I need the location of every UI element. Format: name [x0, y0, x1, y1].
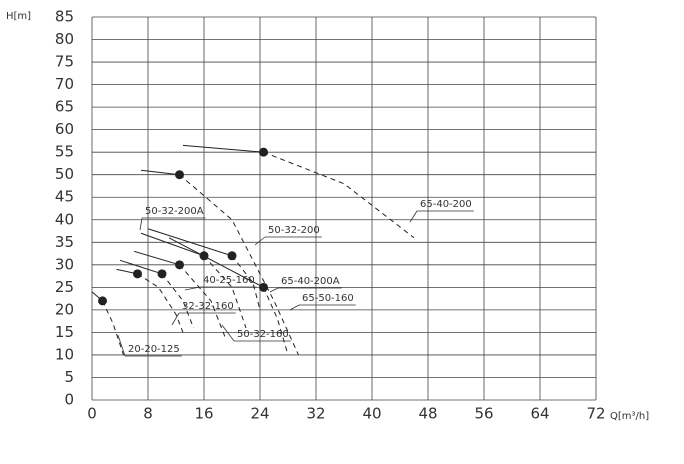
pump-curve	[182, 144, 264, 153]
curve-label: 20-20-125	[128, 344, 180, 355]
label-leader	[117, 334, 126, 357]
y-tick-label: 55	[55, 143, 74, 161]
y-tick-label: 70	[55, 75, 74, 93]
pump-curve	[102, 300, 124, 356]
pump-curve	[133, 250, 180, 266]
x-tick-label: 24	[250, 405, 269, 423]
label-leader	[184, 286, 201, 291]
y-tick-label: 15	[55, 323, 74, 341]
x-tick-label: 72	[586, 405, 605, 423]
pump-curve	[161, 273, 194, 329]
pump-curve	[263, 151, 415, 239]
curve-label: 32-32-160	[182, 301, 234, 312]
duty-point	[133, 269, 142, 279]
duty-point	[157, 269, 167, 279]
y-tick-label: 30	[55, 255, 74, 273]
curve-label: 65-40-200A	[281, 276, 340, 287]
duty-point	[175, 260, 184, 270]
duty-point	[98, 296, 107, 306]
pump-curve	[147, 228, 233, 257]
duty-point	[227, 251, 237, 261]
duty-point	[175, 170, 184, 180]
x-tick-label: 56	[474, 405, 493, 423]
duty-point	[259, 282, 268, 292]
y-tick-label: 65	[55, 98, 74, 116]
label-leader	[221, 324, 235, 342]
y-tick-label: 35	[55, 233, 74, 251]
label-leader	[254, 236, 266, 246]
y-tick-label: 10	[55, 345, 74, 363]
label-leader	[409, 210, 418, 223]
pump-curve	[231, 255, 261, 311]
pump-curve	[179, 174, 299, 356]
pump-curve	[179, 264, 226, 338]
y-tick-label: 80	[55, 30, 74, 48]
pump-curve	[140, 169, 180, 176]
x-tick-label: 16	[194, 405, 213, 423]
x-tick-label: 0	[87, 405, 97, 423]
curve-label: 65-50-160	[302, 293, 354, 304]
label-leader	[269, 287, 279, 293]
x-tick-label: 64	[530, 405, 549, 423]
pump-curve	[137, 273, 184, 333]
duty-point	[259, 147, 268, 157]
label-leader	[171, 312, 180, 326]
pump-curve	[168, 237, 264, 288]
pump-curve	[263, 287, 289, 356]
label-leader	[139, 217, 143, 231]
y-tick-label: 50	[55, 165, 74, 183]
x-tick-label: 32	[306, 405, 325, 423]
curve-label: 40-25-160	[203, 275, 255, 286]
y-tick-label: 25	[55, 278, 74, 296]
pump-curve	[119, 259, 163, 275]
y-tick-label: 40	[55, 210, 74, 228]
y-tick-label: 5	[64, 368, 74, 386]
y-tick-label: 60	[55, 120, 74, 138]
x-tick-label: 8	[143, 405, 153, 423]
y-tick-label: 85	[55, 8, 74, 26]
curve-label: 50-32-200	[268, 225, 320, 236]
y-tick-label: 45	[55, 188, 74, 206]
x-tick-label: 48	[418, 405, 437, 423]
y-tick-label: 75	[55, 53, 74, 71]
y-tick-label: 20	[55, 300, 74, 318]
curve-label: 50-32-200A	[145, 206, 204, 217]
pump-curve	[140, 232, 205, 257]
label-leader	[289, 304, 300, 311]
curve-label: 50-32-160	[237, 329, 289, 340]
y-tick-label: 0	[64, 391, 74, 409]
x-tick-label: 40	[362, 405, 381, 423]
y-axis-label: H[m]	[6, 11, 31, 22]
x-axis-label: Q[m³/h]	[610, 411, 649, 422]
curve-label: 65-40-200	[420, 199, 472, 210]
